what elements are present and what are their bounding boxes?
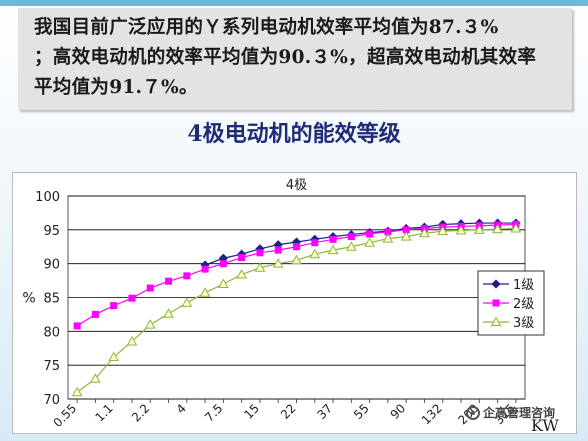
data-point-series-2 bbox=[256, 249, 264, 257]
data-point-series-2 bbox=[110, 302, 118, 310]
data-point-series-3 bbox=[272, 258, 284, 268]
data-point-series-3 bbox=[473, 224, 485, 234]
x-tick-label: 2.2 bbox=[129, 401, 152, 424]
legend-marker-2 bbox=[492, 299, 500, 307]
text-line-2: ；高效电动机的效率平均值为90.３%，超高效电动机其效率 bbox=[34, 47, 537, 68]
text-box: 我国目前广泛应用的Ｙ系列电动机效率平均值为87.３% ；高效电动机的效率平均值为… bbox=[18, 8, 572, 110]
data-point-series-2 bbox=[311, 239, 319, 247]
text-line-1: 我国目前广泛应用的Ｙ系列电动机效率平均值为87.３% bbox=[34, 17, 499, 38]
data-point-series-3 bbox=[364, 237, 375, 247]
x-tick-label: 55 bbox=[351, 401, 372, 422]
y-tick-label: 90 bbox=[43, 258, 60, 273]
text-line-3: 平均值为91.７%。 bbox=[34, 77, 198, 98]
data-point-series-2 bbox=[366, 230, 374, 238]
data-point-series-2 bbox=[219, 260, 227, 268]
data-point-series-3 bbox=[254, 262, 266, 272]
data-point-series-3 bbox=[291, 254, 302, 265]
data-point-series-3 bbox=[199, 287, 211, 297]
data-point-series-3 bbox=[126, 335, 138, 346]
y-tick-label: 70 bbox=[43, 393, 60, 408]
data-point-series-3 bbox=[419, 227, 430, 238]
watermark: 企高管理咨询 bbox=[466, 404, 586, 426]
data-point-series-2 bbox=[91, 310, 99, 318]
data-point-series-3 bbox=[492, 223, 503, 234]
x-tick-label: 7.5 bbox=[202, 401, 225, 424]
y-tick-label: 95 bbox=[43, 224, 60, 239]
data-point-series-2 bbox=[201, 265, 209, 273]
data-point-series-3 bbox=[345, 241, 357, 251]
data-point-series-3 bbox=[400, 231, 412, 241]
chart-frame: 70 75 80 85 90 95 100 0.55 1.1 2.2 4 7.5 15 22 37 55 90 1… bbox=[12, 172, 577, 434]
x-tick-label: 90 bbox=[388, 401, 409, 422]
data-point-series-2 bbox=[128, 294, 136, 302]
x-tick-label: 1.1 bbox=[92, 401, 115, 424]
data-point-series-3 bbox=[382, 233, 394, 243]
data-point-series-3 bbox=[90, 373, 101, 383]
legend-label-3: 3级 bbox=[513, 316, 534, 331]
data-point-series-2 bbox=[238, 254, 246, 262]
y-axis-label: % bbox=[22, 291, 35, 307]
x-axis-label: KW bbox=[531, 416, 559, 433]
data-point-series-3 bbox=[218, 278, 229, 288]
data-point-series-3 bbox=[71, 386, 83, 397]
data-point-series-2 bbox=[183, 272, 191, 280]
x-tick-label: 15 bbox=[241, 401, 262, 422]
data-point-series-3 bbox=[144, 319, 156, 329]
y-tick-label: 100 bbox=[35, 190, 60, 205]
data-point-series-2 bbox=[347, 233, 355, 241]
top-stripe bbox=[0, 0, 588, 6]
y-tick-label: 75 bbox=[43, 359, 60, 374]
data-point-series-3 bbox=[327, 244, 339, 255]
legend-label-2: 2级 bbox=[513, 297, 534, 312]
x-tick-label: 132 bbox=[419, 401, 445, 427]
data-point-series-3 bbox=[437, 225, 449, 236]
slide-title: 4极电动机的能效等级 bbox=[187, 121, 401, 147]
data-point-series-3 bbox=[510, 222, 522, 233]
x-tick-label: 4 bbox=[174, 401, 189, 416]
data-point-series-2 bbox=[274, 246, 282, 254]
data-point-series-3 bbox=[108, 351, 120, 362]
legend-label-1: 1级 bbox=[513, 278, 534, 293]
x-tick-label: 37 bbox=[314, 401, 335, 422]
x-tick-label: 22 bbox=[278, 401, 299, 422]
chart-title: 4极 bbox=[286, 178, 307, 193]
data-point-series-3 bbox=[163, 308, 174, 318]
data-point-series-3 bbox=[309, 248, 321, 259]
data-point-series-3 bbox=[455, 224, 467, 235]
data-point-series-2 bbox=[293, 243, 300, 251]
data-point-series-2 bbox=[165, 277, 173, 285]
data-point-series-2 bbox=[146, 284, 154, 292]
y-tick-label: 80 bbox=[43, 325, 60, 340]
data-point-series-2 bbox=[329, 235, 337, 243]
watermark-logo-icon bbox=[466, 405, 480, 420]
legend-marker-3 bbox=[490, 316, 502, 326]
data-point-series-2 bbox=[73, 322, 81, 330]
watermark-text: 企高管理咨询 bbox=[483, 406, 556, 420]
data-point-series-3 bbox=[236, 268, 248, 279]
data-point-series-3 bbox=[181, 297, 193, 307]
legend-marker-1 bbox=[491, 279, 501, 289]
y-tick-label: 85 bbox=[43, 292, 60, 307]
